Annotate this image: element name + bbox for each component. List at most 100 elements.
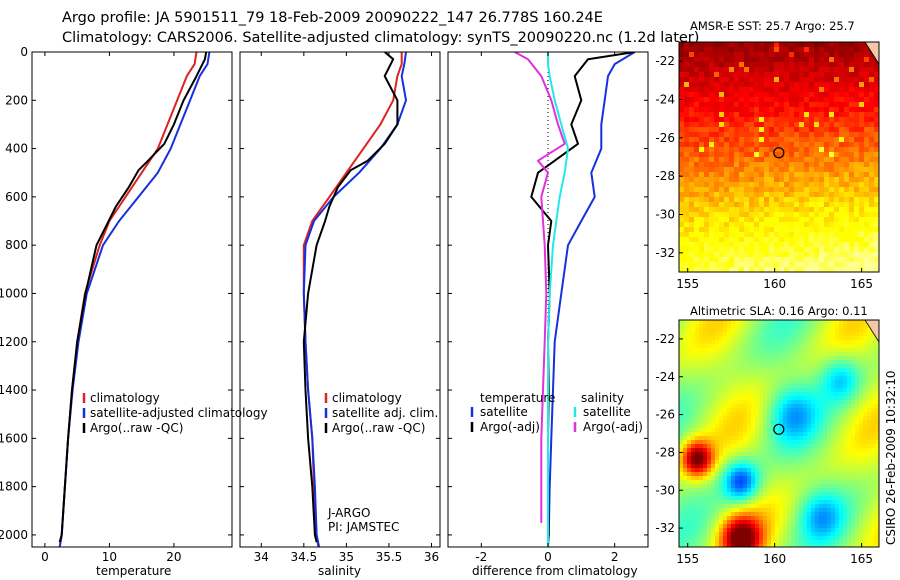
map-cell [855, 504, 860, 509]
map-cell [764, 112, 770, 118]
map-cell [807, 480, 812, 485]
map-cell [774, 72, 780, 78]
map-cell [723, 332, 728, 337]
map-cell [739, 348, 744, 353]
map-cell [789, 202, 795, 208]
map-cell [864, 267, 870, 272]
map-cell [831, 528, 836, 533]
map-cell [734, 247, 740, 253]
map-cell [859, 400, 864, 405]
map-cell [703, 464, 708, 469]
map-cell [679, 504, 684, 509]
map-cell [739, 252, 745, 258]
map-cell [707, 376, 712, 381]
map-cell [869, 77, 875, 83]
map-cell [791, 496, 796, 501]
map-cell [863, 416, 868, 421]
map-cell [679, 420, 684, 425]
map-cell [824, 97, 830, 103]
map-cell [731, 392, 736, 397]
map-cell [791, 520, 796, 525]
map-cell [835, 380, 840, 385]
map-cell [774, 232, 780, 238]
map-cell [744, 87, 750, 93]
map-cell [711, 472, 716, 477]
map-cell [794, 82, 800, 88]
map-cell [799, 392, 804, 397]
map-cell [749, 62, 755, 68]
map-cell [823, 468, 828, 473]
map-cell [723, 404, 728, 409]
map-cell [687, 524, 692, 529]
map-cell [803, 392, 808, 397]
map-cell [863, 500, 868, 505]
map-cell [784, 142, 790, 148]
map-cell [744, 47, 750, 53]
map-cell [824, 42, 830, 48]
map-cell [735, 372, 740, 377]
map-cell [755, 492, 760, 497]
map-cell [859, 504, 864, 509]
map-cell [704, 252, 710, 258]
map-cell [763, 508, 768, 513]
map-cell [695, 328, 700, 333]
map-cell [827, 388, 832, 393]
map-cell [774, 42, 780, 48]
map-cell [831, 520, 836, 525]
map-cell [709, 62, 715, 68]
map-cell [847, 360, 852, 365]
map-cell [704, 222, 710, 228]
map-cell [691, 472, 696, 477]
map-cell [769, 162, 775, 168]
map-cell [747, 336, 752, 341]
map-cell [695, 432, 700, 437]
map-cell [815, 496, 820, 501]
map-cell [843, 500, 848, 505]
map-cell [735, 320, 740, 325]
map-cell [794, 157, 800, 163]
map-cell [779, 472, 784, 477]
map-cell [819, 262, 825, 268]
map-cell [799, 544, 804, 547]
map-cell [687, 408, 692, 413]
map-cell [767, 324, 772, 329]
map-cell [804, 197, 810, 203]
map-cell [804, 77, 810, 83]
map-cell [689, 132, 695, 138]
map-cell [839, 267, 845, 272]
map-cell [859, 232, 865, 238]
map-cell [855, 344, 860, 349]
map-cell [823, 504, 828, 509]
map-cell [771, 344, 776, 349]
map-cell [854, 52, 860, 58]
map-cell [867, 520, 872, 525]
map-cell [735, 424, 740, 429]
map-cell [744, 137, 750, 143]
map-cell [863, 528, 868, 533]
map-cell [704, 117, 710, 123]
map-cell [771, 380, 776, 385]
map-cell [723, 544, 728, 547]
map-cell [847, 488, 852, 493]
map-cell [711, 500, 716, 505]
map-cell [859, 416, 864, 421]
map-cell [834, 232, 840, 238]
map-cell [803, 396, 808, 401]
map-cell [869, 132, 875, 138]
map-cell [871, 508, 876, 513]
map-cell [723, 460, 728, 465]
map-cell [851, 472, 856, 477]
map-cell [819, 428, 824, 433]
map-cell [803, 320, 808, 325]
map-cell [819, 400, 824, 405]
map-cell [707, 440, 712, 445]
map-cell [774, 222, 780, 228]
map-cell [755, 488, 760, 493]
map-cell [691, 380, 696, 385]
map-cell [787, 332, 792, 337]
map-cell [859, 57, 865, 63]
map-x-tick-label: 160 [763, 552, 786, 566]
map-cell [834, 122, 840, 128]
map-cell [699, 72, 705, 78]
map-cell [839, 516, 844, 521]
